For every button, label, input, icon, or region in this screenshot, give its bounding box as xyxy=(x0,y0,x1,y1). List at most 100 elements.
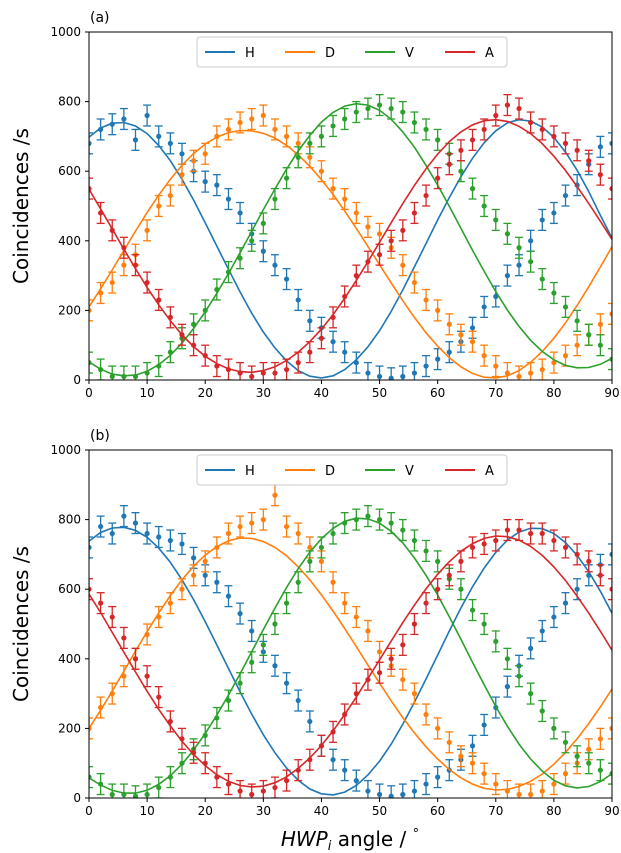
x-tick-label: 10 xyxy=(139,804,154,818)
data-point xyxy=(272,196,278,202)
y-tick-label: 0 xyxy=(73,791,81,805)
data-point xyxy=(528,691,534,697)
data-point xyxy=(376,231,383,237)
data-point xyxy=(191,572,197,578)
data-point xyxy=(283,366,290,373)
data-point xyxy=(272,621,278,627)
data-point xyxy=(295,530,301,537)
y-tick-label: 600 xyxy=(58,582,81,596)
data-point xyxy=(400,227,406,233)
data-point xyxy=(446,349,452,355)
x-tick-label: 40 xyxy=(314,386,329,400)
data-point xyxy=(225,269,232,275)
data-point xyxy=(586,760,592,766)
data-point xyxy=(539,366,545,373)
data-point xyxy=(353,109,359,115)
panel-label: (a) xyxy=(90,10,110,26)
data-point xyxy=(365,513,371,519)
data-point xyxy=(609,771,612,777)
data-point xyxy=(400,642,406,648)
data-point xyxy=(225,530,232,537)
data-point xyxy=(167,314,173,320)
y-tick-label: 400 xyxy=(58,234,81,248)
panel-label: (b) xyxy=(90,428,110,444)
x-axis-label-main: HWP xyxy=(281,827,329,851)
data-point xyxy=(283,680,290,686)
data-point xyxy=(225,196,232,202)
x-tick-label: 10 xyxy=(139,386,154,400)
data-point xyxy=(400,677,406,683)
data-point xyxy=(586,158,592,164)
data-point xyxy=(423,297,429,303)
data-point xyxy=(365,259,371,265)
data-point xyxy=(481,621,487,627)
data-point xyxy=(365,105,371,112)
x-tick-label: 50 xyxy=(372,804,387,818)
x-tick-label: 20 xyxy=(198,386,213,400)
data-point xyxy=(237,523,243,530)
data-point xyxy=(597,144,603,150)
data-point xyxy=(423,126,429,133)
data-point xyxy=(551,133,557,139)
data-point xyxy=(551,725,557,732)
data-point xyxy=(609,725,612,731)
data-point xyxy=(562,140,569,146)
legend-label-V: V xyxy=(405,46,414,61)
data-point xyxy=(562,353,569,359)
data-point xyxy=(353,517,359,523)
data-point xyxy=(481,541,487,547)
data-point xyxy=(597,321,603,327)
data-point xyxy=(249,659,255,665)
data-point xyxy=(493,638,499,645)
data-point xyxy=(411,537,418,544)
y-tick-label: 0 xyxy=(73,373,81,387)
data-point xyxy=(446,321,452,327)
data-point xyxy=(342,116,348,122)
data-point xyxy=(249,238,255,244)
data-point xyxy=(376,252,383,258)
data-point xyxy=(423,711,429,718)
data-point xyxy=(272,126,278,133)
x-tick-label: 90 xyxy=(604,804,619,818)
data-point xyxy=(609,140,612,146)
data-point xyxy=(609,356,612,362)
data-point xyxy=(528,259,534,265)
legend-label-H: H xyxy=(245,464,255,479)
data-point xyxy=(214,544,220,551)
data-point xyxy=(597,342,603,348)
data-point xyxy=(132,656,139,662)
data-point xyxy=(121,262,127,268)
data-point xyxy=(551,537,557,544)
x-tick-label: 60 xyxy=(430,804,445,818)
data-point xyxy=(272,370,278,376)
data-point xyxy=(272,262,278,268)
data-point xyxy=(562,739,569,745)
data-point xyxy=(446,739,452,745)
data-point xyxy=(249,520,255,526)
data-point xyxy=(202,760,208,766)
data-point xyxy=(330,314,336,320)
y-tick-label: 200 xyxy=(58,721,81,735)
fit-line-H xyxy=(89,526,612,796)
data-point xyxy=(295,154,301,160)
data-point xyxy=(260,642,266,648)
series-V xyxy=(89,505,612,798)
data-point xyxy=(597,767,603,773)
x-tick-label: 80 xyxy=(546,386,561,400)
x-axis-label-sub: i xyxy=(328,839,332,853)
data-point xyxy=(516,245,522,251)
data-point xyxy=(179,541,185,547)
data-point xyxy=(353,778,359,784)
data-point xyxy=(179,332,185,338)
plot-area xyxy=(89,484,612,798)
data-point xyxy=(481,126,487,133)
data-point xyxy=(214,715,220,721)
legend-box xyxy=(196,36,508,68)
data-point xyxy=(132,262,139,268)
data-point xyxy=(144,673,150,679)
data-point xyxy=(423,781,429,787)
data-point xyxy=(132,793,139,798)
data-point xyxy=(481,771,487,777)
